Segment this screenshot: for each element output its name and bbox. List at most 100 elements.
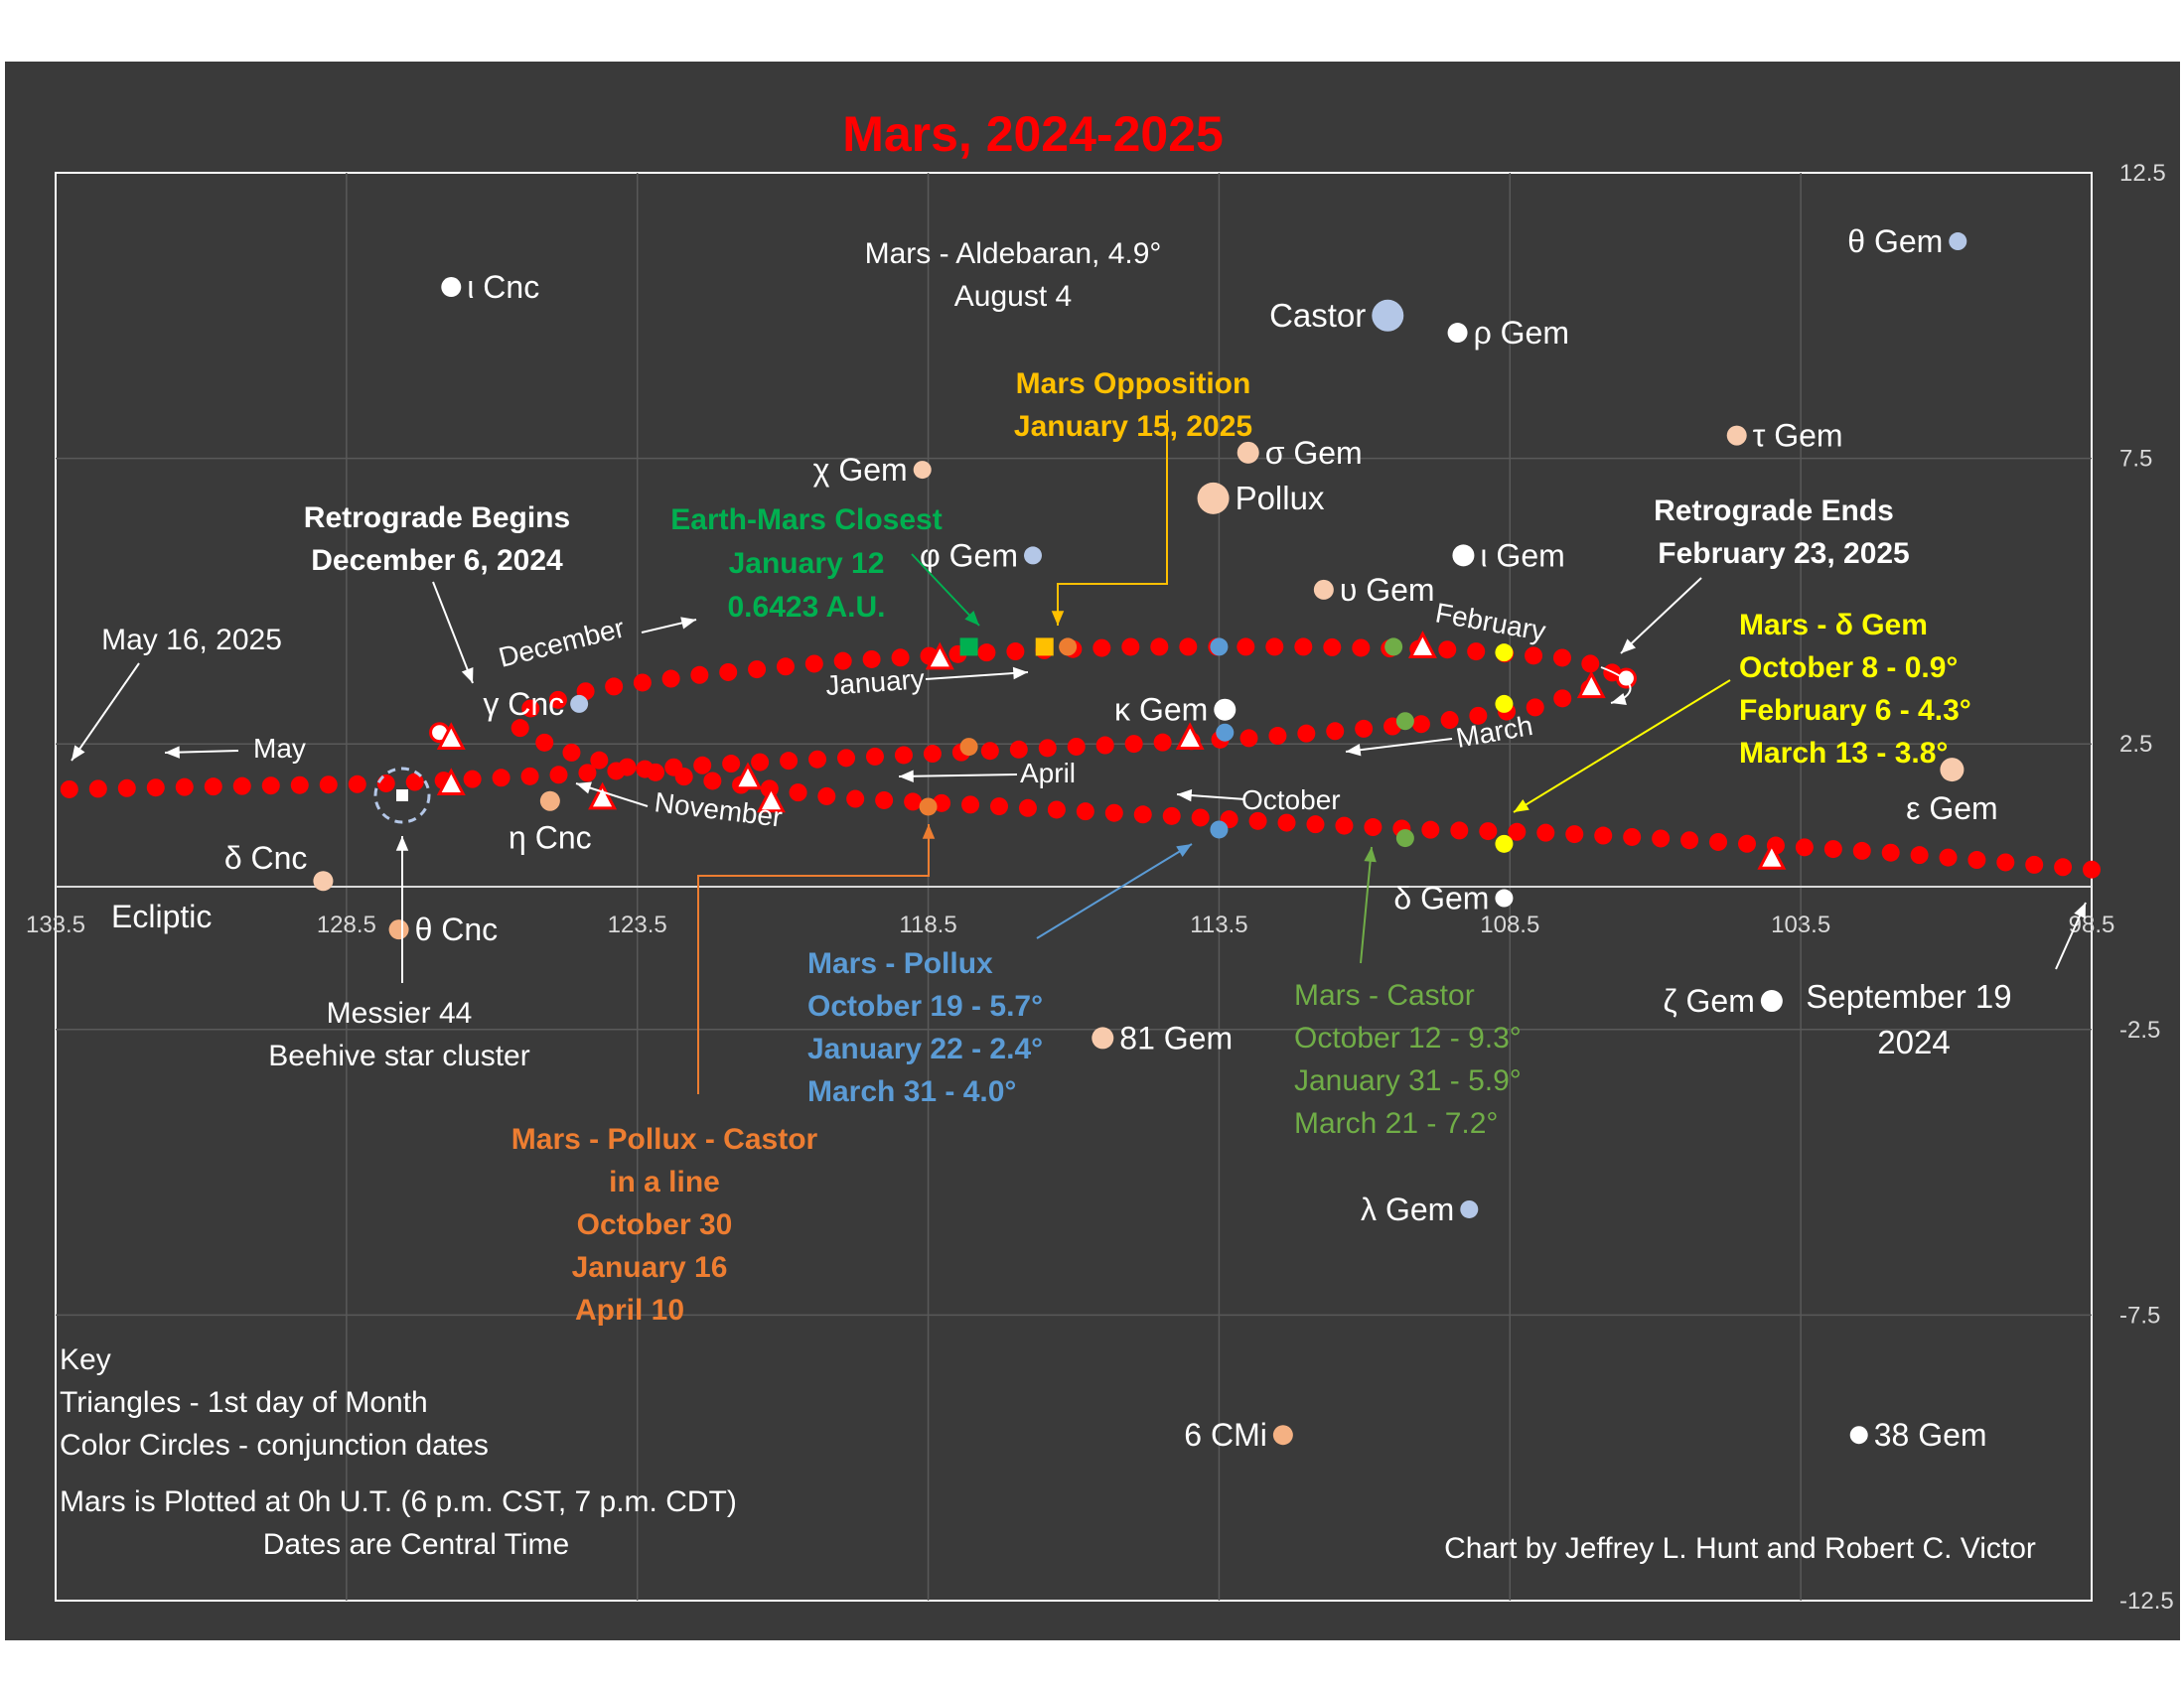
star-label: δ Gem — [1393, 881, 1489, 916]
mars-position-dot — [1038, 739, 1057, 758]
mars-position-dot — [492, 769, 510, 787]
star-dot — [913, 461, 932, 480]
mars-position-dot — [977, 643, 996, 662]
month-label-march: March — [1454, 710, 1535, 754]
aldebaran-label-2: August 4 — [954, 280, 1072, 313]
star-dot — [1452, 544, 1475, 567]
leader-line — [697, 839, 930, 1094]
mars-position-dot — [1335, 816, 1354, 835]
mars-position-dot — [808, 750, 827, 769]
conjunction-circle — [1495, 834, 1514, 853]
mars-position-dot — [1508, 822, 1527, 841]
conjunction-circle — [1216, 723, 1235, 742]
month-label-february: February — [1433, 597, 1548, 646]
mars-position-dot — [1104, 803, 1123, 822]
mars-position-dot — [1623, 827, 1642, 846]
month-start-triangle — [436, 722, 466, 750]
y-tick-label: 2.5 — [2119, 731, 2152, 758]
mars-position-dot — [1525, 646, 1543, 665]
star-label: ε Gem — [1906, 790, 1998, 826]
mars-position-dot — [1248, 811, 1267, 830]
arrow-head — [1012, 666, 1028, 680]
arrow-shaft — [898, 774, 1018, 777]
castor-label-2: October 12 - 9.3° — [1294, 1022, 1522, 1055]
mars-position-dot — [1121, 637, 1140, 656]
key-line-2: Triangles - 1st day of Month — [60, 1386, 428, 1419]
mars-position-dot — [1581, 654, 1600, 673]
mars-position-dot — [875, 790, 894, 809]
conjunction-circle — [1395, 829, 1414, 848]
y-tick-labels: 12.5 7.5 2.5 -2.5 -7.5 -12.5 — [2119, 160, 2174, 1615]
month-start-triangle — [436, 768, 466, 795]
month-start-triangle — [756, 784, 786, 813]
mars-position-dot — [1306, 815, 1325, 834]
mars-position-dot — [348, 774, 366, 793]
mars-position-dot — [1680, 831, 1699, 850]
mars-position-dot — [562, 743, 581, 762]
mars-position-dot — [923, 745, 942, 764]
arrow-head — [1051, 611, 1065, 626]
mars-position-dot — [846, 789, 865, 808]
key-line-4: Mars is Plotted at 0h U.T. (6 p.m. CST, … — [60, 1485, 737, 1518]
mars-position-dot — [817, 786, 836, 805]
retro-begin-label-1: Retrograde Begins — [304, 501, 570, 534]
mars-position-dot — [865, 747, 884, 766]
castor-label-3: January 31 - 5.9° — [1294, 1064, 1522, 1097]
arrow-shaft — [925, 671, 1029, 680]
month-start-triangle — [1407, 631, 1437, 658]
line-label-5: April 10 — [575, 1294, 684, 1327]
mars-position-dot — [1795, 838, 1814, 857]
mars-position-dot — [1553, 689, 1572, 708]
star-dot — [1313, 579, 1334, 600]
arrow-shaft — [71, 662, 140, 762]
x-tick-label: 108.5 — [1480, 912, 1539, 938]
star-dot — [1726, 425, 1747, 446]
star-dot — [1447, 323, 1468, 344]
arrow-head — [1621, 638, 1637, 653]
star-dot — [1372, 299, 1404, 332]
star-label: γ Cnc — [483, 686, 564, 722]
mars-position-dot — [261, 776, 280, 795]
x-tick-label: 113.5 — [1190, 912, 1247, 938]
ecliptic-label: Ecliptic — [111, 899, 212, 934]
arrow-head — [922, 824, 936, 839]
arrow-head — [72, 745, 85, 761]
messier-label-1: Messier 44 — [327, 997, 473, 1030]
annotation-arrows — [71, 410, 2087, 1094]
mars-position-dot — [1162, 806, 1181, 825]
line-label-4: January 16 — [572, 1251, 728, 1284]
mars-position-dot — [1150, 637, 1169, 656]
mars-position-dot — [2054, 858, 2073, 877]
star-dot — [1495, 889, 1514, 908]
mars-position-dot — [319, 775, 338, 794]
delta-gem-label-4: March 13 - 3.8° — [1739, 737, 1948, 770]
star-label: λ Gem — [1361, 1192, 1454, 1227]
star-label: 6 CMi — [1184, 1417, 1267, 1453]
arrow-shaft — [1345, 738, 1453, 753]
mars-position-dot — [549, 766, 568, 784]
mars-position-dot — [535, 733, 554, 752]
mars-position-dot — [1006, 642, 1025, 661]
mars-position-dot — [1352, 638, 1371, 657]
mars-position-dot — [891, 648, 910, 667]
star-label: ι Cnc — [467, 269, 539, 305]
closest-label-3: 0.6423 A.U. — [728, 591, 886, 624]
x-tick-label: 103.5 — [1771, 912, 1830, 938]
credit: Chart by Jeffrey L. Hunt and Robert C. V… — [1444, 1532, 2036, 1565]
mars-position-dot — [2083, 860, 2101, 879]
mars-position-dot — [894, 746, 913, 765]
y-tick-label: 7.5 — [2119, 446, 2152, 473]
mars-position-dot — [1823, 840, 1842, 859]
mars-position-dot — [607, 762, 626, 780]
mars-position-dot — [1709, 832, 1728, 851]
x-tick-labels: 133.5 128.5 123.5 118.5 113.5 108.5 103.5 98.5 — [26, 912, 2114, 938]
mars-position-dot — [1297, 724, 1316, 743]
mars-position-dot — [1411, 715, 1430, 734]
mars-position-dot — [60, 779, 78, 798]
mars-position-dot — [520, 767, 539, 785]
line-label-1: Mars - Pollux - Castor — [511, 1123, 818, 1156]
castor-label-4: March 21 - 7.2° — [1294, 1107, 1498, 1140]
mars-position-dot — [1438, 640, 1457, 659]
month-start-triangle — [1757, 841, 1787, 870]
arrow-head — [1611, 692, 1627, 705]
